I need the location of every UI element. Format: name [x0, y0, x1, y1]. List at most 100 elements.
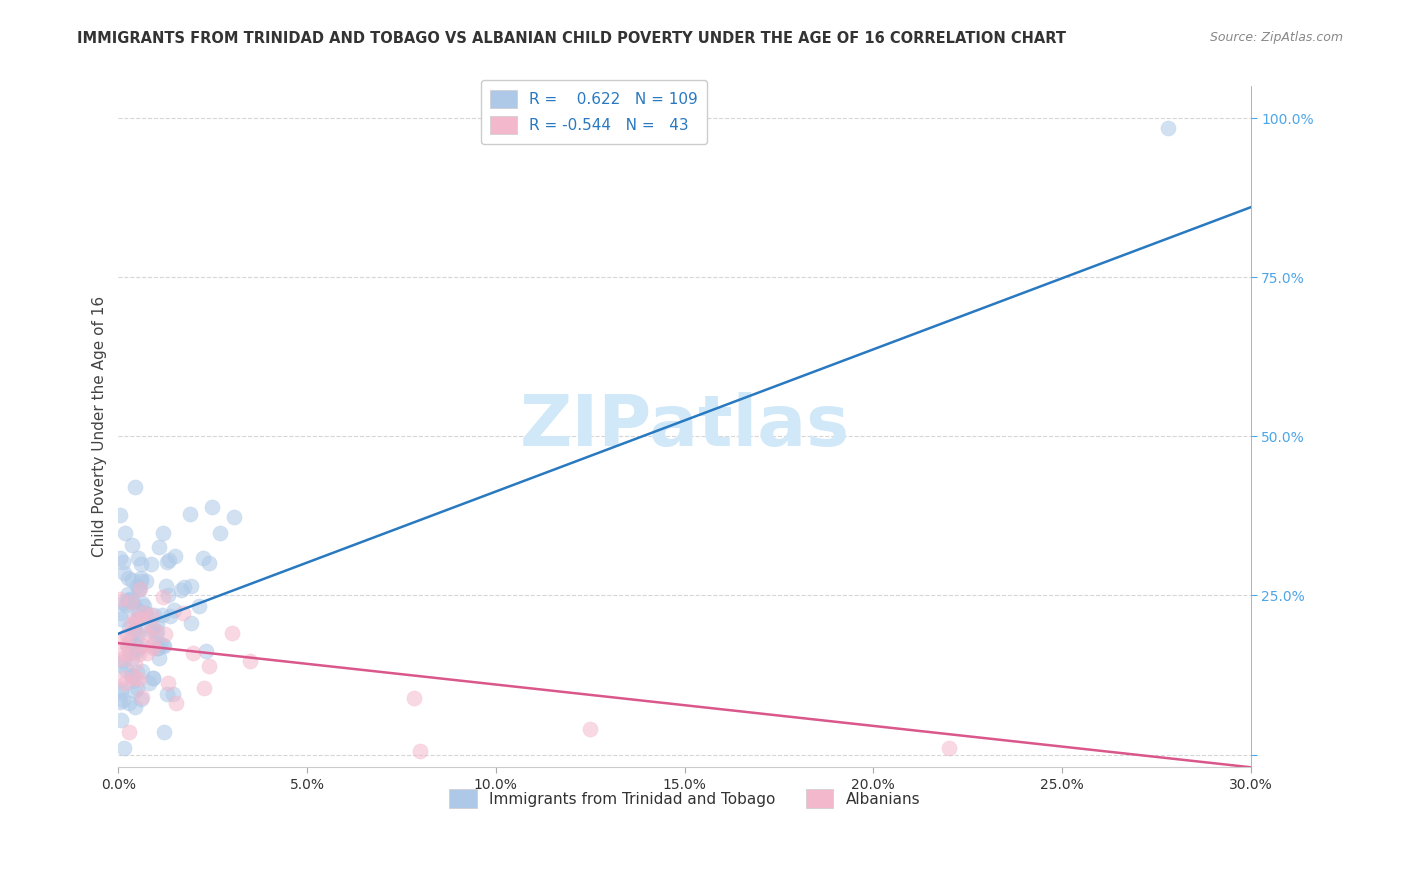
- Point: [156, 687, 179, 701]
- Point: [111, 555, 134, 569]
- Point: [128, 582, 150, 596]
- Point: [118, 619, 141, 633]
- Point: [129, 558, 152, 572]
- Point: [146, 624, 169, 638]
- Point: [118, 632, 141, 647]
- Point: [146, 640, 169, 655]
- Point: [110, 657, 132, 672]
- Point: [163, 603, 186, 617]
- Point: [127, 640, 149, 655]
- Point: [138, 675, 160, 690]
- Point: [124, 612, 146, 626]
- Point: [142, 671, 165, 685]
- Point: [124, 684, 146, 698]
- Point: [115, 628, 138, 642]
- Point: [131, 665, 153, 679]
- Point: [124, 671, 146, 685]
- Point: [127, 612, 149, 626]
- Point: [139, 620, 162, 634]
- Legend: Immigrants from Trinidad and Tobago, Albanians: Immigrants from Trinidad and Tobago, Alb…: [443, 783, 927, 814]
- Point: [117, 587, 139, 601]
- Point: [120, 592, 142, 607]
- Point: [208, 525, 231, 540]
- Point: [128, 581, 150, 595]
- Point: [122, 595, 145, 609]
- Point: [124, 640, 146, 655]
- Point: [117, 571, 139, 585]
- Point: [153, 725, 176, 739]
- Point: [157, 676, 180, 690]
- Point: [159, 609, 181, 624]
- Point: [125, 681, 148, 695]
- Point: [180, 616, 202, 631]
- Text: ZIPatlas: ZIPatlas: [519, 392, 849, 461]
- Point: [155, 579, 177, 593]
- Point: [152, 591, 174, 605]
- Point: [112, 647, 135, 661]
- Point: [110, 681, 132, 696]
- Point: [188, 599, 211, 614]
- Point: [110, 550, 132, 565]
- Point: [124, 700, 146, 714]
- Point: [170, 582, 193, 597]
- Point: [149, 637, 172, 651]
- Point: [120, 668, 142, 682]
- Point: [129, 571, 152, 585]
- Point: [117, 640, 139, 654]
- Point: [128, 647, 150, 661]
- Point: [117, 725, 139, 739]
- Point: [198, 557, 221, 571]
- Point: [118, 644, 141, 658]
- Point: [115, 598, 138, 612]
- Point: [124, 657, 146, 671]
- Point: [409, 744, 432, 758]
- Point: [127, 551, 149, 566]
- Point: [129, 692, 152, 706]
- Point: [152, 638, 174, 652]
- Point: [110, 591, 132, 606]
- Point: [141, 639, 163, 653]
- Point: [114, 663, 136, 677]
- Point: [145, 616, 167, 631]
- Point: [115, 593, 138, 607]
- Point: [110, 685, 132, 699]
- Point: [111, 654, 134, 668]
- Point: [155, 555, 177, 569]
- Point: [121, 650, 143, 665]
- Text: Source: ZipAtlas.com: Source: ZipAtlas.com: [1209, 31, 1343, 45]
- Point: [112, 741, 135, 756]
- Point: [153, 627, 176, 641]
- Point: [181, 646, 204, 660]
- Point: [121, 669, 143, 683]
- Point: [201, 500, 224, 515]
- Point: [131, 690, 153, 704]
- Point: [173, 580, 195, 594]
- Point: [153, 639, 176, 653]
- Point: [125, 644, 148, 658]
- Point: [129, 612, 152, 626]
- Point: [135, 646, 157, 660]
- Point: [239, 655, 262, 669]
- Point: [135, 608, 157, 623]
- Point: [110, 633, 132, 648]
- Point: [131, 638, 153, 652]
- Point: [128, 672, 150, 686]
- Point: [121, 617, 143, 632]
- Point: [129, 574, 152, 588]
- Point: [121, 573, 143, 587]
- Point: [118, 646, 141, 660]
- Point: [222, 509, 245, 524]
- Point: [124, 639, 146, 653]
- Point: [125, 665, 148, 679]
- Point: [132, 607, 155, 621]
- Point: [142, 637, 165, 651]
- Point: [127, 627, 149, 641]
- Point: [114, 525, 136, 540]
- Point: [179, 508, 201, 522]
- Point: [404, 691, 426, 706]
- Point: [128, 604, 150, 618]
- Point: [110, 606, 132, 620]
- Point: [165, 549, 187, 564]
- Point: [132, 599, 155, 613]
- Point: [124, 624, 146, 638]
